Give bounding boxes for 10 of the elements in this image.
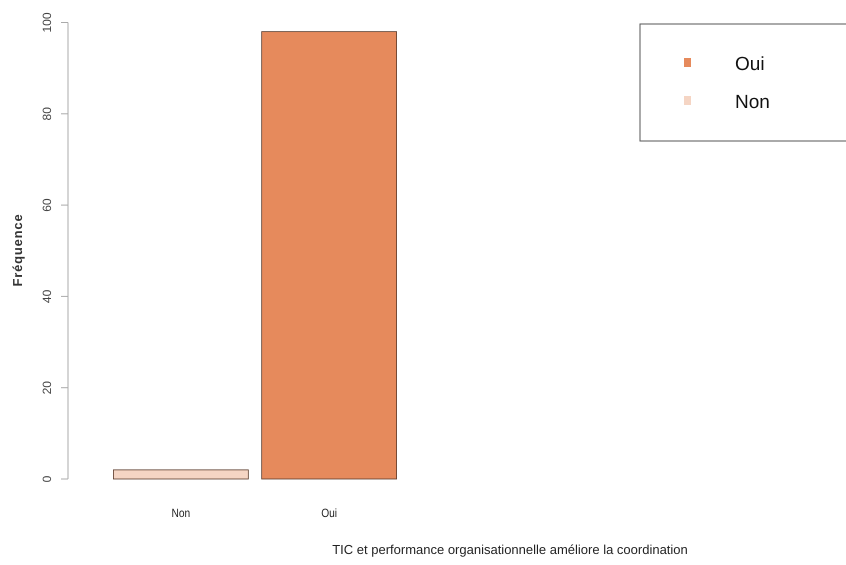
y-axis-title: Fréquence (10, 214, 25, 286)
x-axis-title: TIC et performance organisationnelle améliore la coordination (332, 542, 688, 557)
y-tick-label: 100 (40, 12, 54, 33)
legend-label: Oui (735, 54, 765, 75)
legend-label: Non (735, 92, 770, 113)
y-tick-label: 60 (40, 198, 54, 212)
y-tick-label: 40 (40, 289, 54, 304)
y-tick-label: 20 (40, 380, 54, 394)
y-tick-label: 80 (40, 106, 54, 120)
y-tick-label: 0 (40, 475, 54, 482)
